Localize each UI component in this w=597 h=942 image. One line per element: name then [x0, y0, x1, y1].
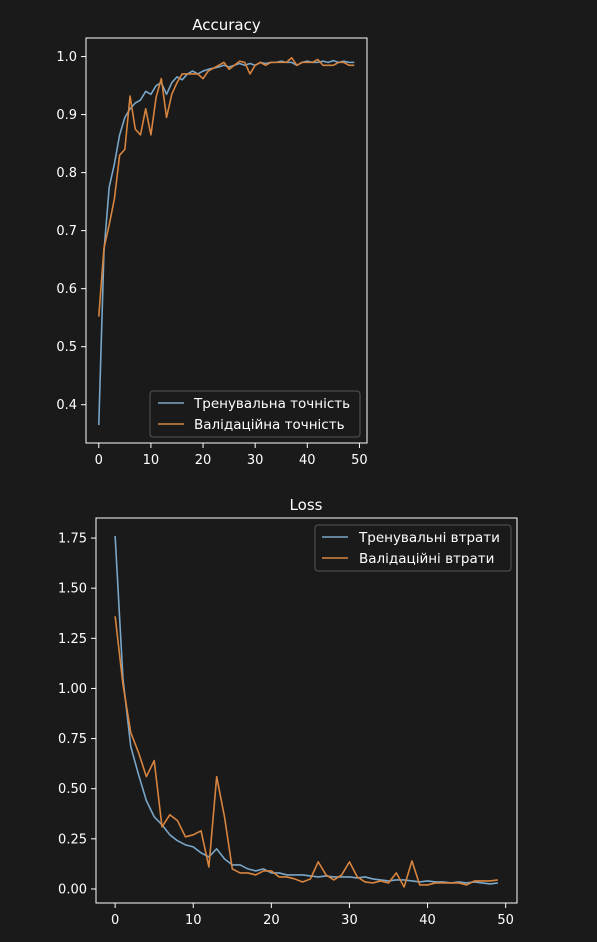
loss-x-tick-label: 10	[185, 913, 202, 928]
loss-x-tick-label: 20	[263, 913, 280, 928]
loss-ticks: 0 10 20 30 40 50 0.00 0.25 0.50 0.75 1.00 1.25 1.50 1…	[58, 532, 514, 928]
accuracy-chart: Accuracy 0 10 20 30 40 50 0.4 0.5 0.6 0.7 0.8 0.9 1.…	[56, 16, 367, 468]
loss-series-line-train	[114, 536, 498, 885]
loss-plot-area	[95, 517, 518, 904]
loss-x-tick-label: 0	[111, 913, 119, 928]
loss-y-tick-label: 1.25	[58, 632, 87, 647]
accuracy-x-tick-label: 30	[247, 453, 264, 468]
loss-x-tick-label: 40	[419, 913, 436, 928]
accuracy-x-tick-label: 50	[351, 453, 368, 468]
loss-series	[114, 536, 498, 888]
loss-legend-train-label: Тренувальні втрати	[358, 530, 500, 546]
accuracy-x-tick-label: 20	[195, 453, 212, 468]
loss-y-tick-label: 1.50	[58, 582, 87, 597]
loss-legend: Тренувальні втрати Валідаційні втрати	[314, 524, 512, 572]
loss-chart-title: Loss	[290, 496, 323, 514]
loss-chart: Loss 0 10 20 30 40 50 0.00 0.25 0.50 0.75 1.00 1.25…	[58, 496, 518, 928]
loss-legend-box	[314, 524, 512, 572]
accuracy-y-tick-label: 0.5	[56, 340, 77, 355]
accuracy-x-tick-label: 0	[95, 453, 103, 468]
loss-y-tick-label: 1.75	[58, 532, 87, 547]
accuracy-y-tick-label: 0.4	[56, 398, 77, 413]
accuracy-x-tick-label: 10	[143, 453, 160, 468]
loss-y-tick-label: 0.00	[58, 882, 87, 897]
accuracy-y-tick-label: 0.6	[56, 282, 77, 297]
loss-y-tick-label: 1.00	[58, 682, 87, 697]
accuracy-x-tick-label: 40	[299, 453, 316, 468]
accuracy-ticks: 0 10 20 30 40 50 0.4 0.5 0.6 0.7 0.8 0.9 1.0	[56, 50, 367, 468]
accuracy-plot-area	[85, 37, 368, 444]
accuracy-legend-train-label: Тренувальна точність	[193, 396, 350, 412]
accuracy-legend-box	[149, 390, 361, 438]
loss-y-tick-label: 0.25	[58, 832, 87, 847]
loss-series-line-val	[114, 616, 498, 888]
loss-x-tick-label: 30	[341, 913, 358, 928]
accuracy-legend: Тренувальна точність Валідаційна точніст…	[149, 390, 361, 438]
accuracy-series	[97, 56, 355, 426]
accuracy-y-tick-label: 1.0	[56, 50, 77, 65]
loss-legend-val-label: Валідаційні втрати	[359, 551, 494, 567]
accuracy-series-line-val	[97, 56, 355, 317]
loss-x-tick-label: 50	[497, 913, 514, 928]
loss-y-tick-label: 0.75	[58, 732, 87, 747]
accuracy-chart-title: Accuracy	[192, 16, 261, 34]
loss-y-tick-label: 0.50	[58, 782, 87, 797]
accuracy-y-tick-label: 0.8	[56, 166, 77, 181]
accuracy-y-tick-label: 0.7	[56, 224, 77, 239]
accuracy-legend-val-label: Валідаційна точність	[194, 417, 345, 433]
accuracy-y-tick-label: 0.9	[56, 108, 77, 123]
